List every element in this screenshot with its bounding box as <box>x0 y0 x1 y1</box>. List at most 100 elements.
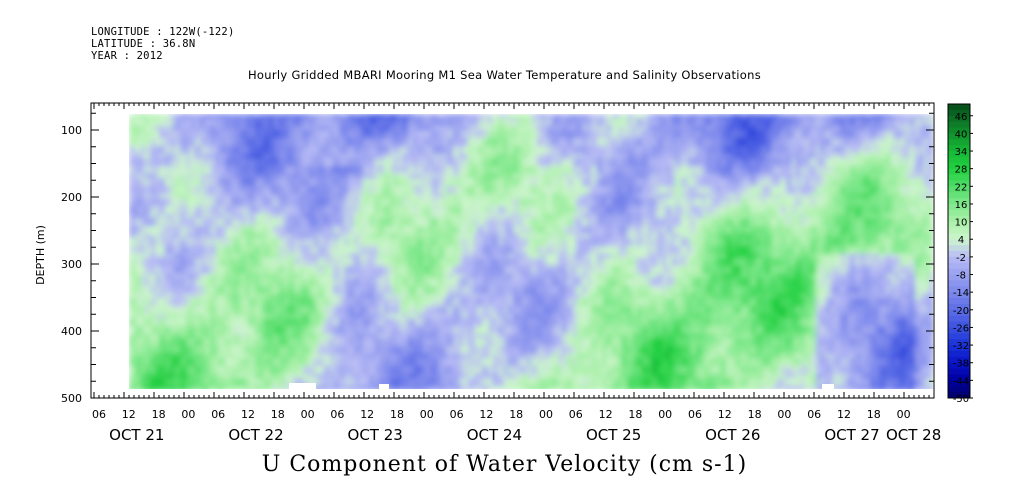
heatmap-cell <box>132 274 136 279</box>
heatmap-cell <box>222 294 226 299</box>
heatmap-cell <box>147 214 151 219</box>
heatmap-cell <box>198 322 202 327</box>
heatmap-cell <box>132 286 136 291</box>
heatmap-cell <box>210 170 214 175</box>
heatmap-cell <box>174 142 178 147</box>
heatmap-cell <box>201 142 205 147</box>
heatmap-cell <box>135 114 139 119</box>
heatmap-cell <box>168 194 172 199</box>
heatmap-cell <box>156 226 160 231</box>
heatmap-cell <box>234 206 238 211</box>
heatmap-cell <box>201 298 205 303</box>
heatmap-cell <box>159 290 163 295</box>
heatmap-cell <box>207 210 211 215</box>
heatmap-cell <box>240 262 244 267</box>
heatmap-cell <box>240 386 244 389</box>
heatmap-cell <box>153 330 157 335</box>
heatmap-cell <box>153 214 157 219</box>
heatmap-cell <box>222 298 226 303</box>
heatmap-cell <box>177 238 181 243</box>
heatmap-cell <box>228 138 232 143</box>
heatmap-cell <box>177 186 181 191</box>
heatmap-cell <box>201 154 205 159</box>
heatmap-cell <box>141 310 145 315</box>
heatmap-cell <box>213 178 217 183</box>
heatmap-cell <box>183 314 187 319</box>
heatmap-cell <box>153 302 157 307</box>
heatmap-cell <box>222 146 226 151</box>
heatmap-cell <box>186 282 190 287</box>
heatmap-cell <box>171 114 175 119</box>
heatmap-cell <box>204 386 208 389</box>
heatmap-cell <box>189 222 193 227</box>
heatmap-cell <box>213 138 217 143</box>
heatmap-cell <box>189 306 193 311</box>
heatmap-cell <box>192 322 196 327</box>
heatmap-cell <box>195 378 199 383</box>
heatmap-cell <box>153 118 157 123</box>
heatmap-cell <box>153 318 157 323</box>
heatmap-cell <box>210 310 214 315</box>
heatmap-cell <box>186 358 190 363</box>
heatmap-cell <box>237 378 241 383</box>
heatmap-cell <box>168 186 172 191</box>
heatmap-cell <box>138 318 142 323</box>
heatmap-cell <box>195 206 199 211</box>
heatmap-cell <box>237 346 241 351</box>
heatmap-cell <box>216 178 220 183</box>
heatmap-cell <box>171 198 175 203</box>
heatmap-cell <box>162 342 166 347</box>
heatmap-cell <box>219 238 223 243</box>
heatmap-cell <box>219 174 223 179</box>
heatmap-cell <box>183 366 187 371</box>
heatmap-cell <box>198 230 202 235</box>
heatmap-cell <box>225 362 229 367</box>
heatmap-cell <box>225 278 229 283</box>
heatmap-cell <box>147 158 151 163</box>
heatmap-cell <box>231 230 235 235</box>
heatmap-cell <box>213 278 217 283</box>
heatmap-cell <box>198 330 202 335</box>
heatmap-cell <box>237 354 241 359</box>
heatmap-cell <box>240 214 244 219</box>
heatmap-cell <box>195 330 199 335</box>
heatmap-cell <box>159 302 163 307</box>
heatmap-cell <box>129 198 133 203</box>
heatmap-cell <box>138 386 142 389</box>
heatmap-cell <box>189 382 193 387</box>
heatmap-cell <box>228 322 232 327</box>
heatmap-cell <box>219 318 223 323</box>
heatmap-cell <box>150 182 154 187</box>
heatmap-cell <box>138 266 142 271</box>
heatmap-cell <box>222 134 226 139</box>
heatmap-cell <box>240 242 244 247</box>
heatmap-cell <box>129 210 133 215</box>
heatmap-cell <box>198 182 202 187</box>
heatmap-cell <box>228 242 232 247</box>
heatmap-cell <box>192 346 196 351</box>
heatmap-cell <box>234 338 238 343</box>
heatmap-cell <box>210 358 214 363</box>
heatmap-cell <box>132 334 136 339</box>
heatmap-cell <box>129 330 133 335</box>
heatmap-cell <box>177 178 181 183</box>
heatmap-cell <box>234 146 238 151</box>
heatmap-cell <box>150 302 154 307</box>
heatmap-cell <box>153 186 157 191</box>
heatmap-cell <box>138 122 142 127</box>
heatmap-cell <box>183 298 187 303</box>
heatmap-cell <box>204 310 208 315</box>
heatmap-cell <box>192 198 196 203</box>
heatmap-cell <box>141 230 145 235</box>
heatmap-cell <box>195 358 199 363</box>
heatmap-cell <box>177 358 181 363</box>
heatmap-cell <box>141 126 145 131</box>
heatmap-cell <box>213 142 217 147</box>
heatmap-cell <box>171 350 175 355</box>
heatmap-cell <box>144 374 148 379</box>
heatmap-cell <box>174 298 178 303</box>
heatmap-cell <box>165 322 169 327</box>
heatmap-cell <box>213 342 217 347</box>
heatmap-cell <box>174 218 178 223</box>
